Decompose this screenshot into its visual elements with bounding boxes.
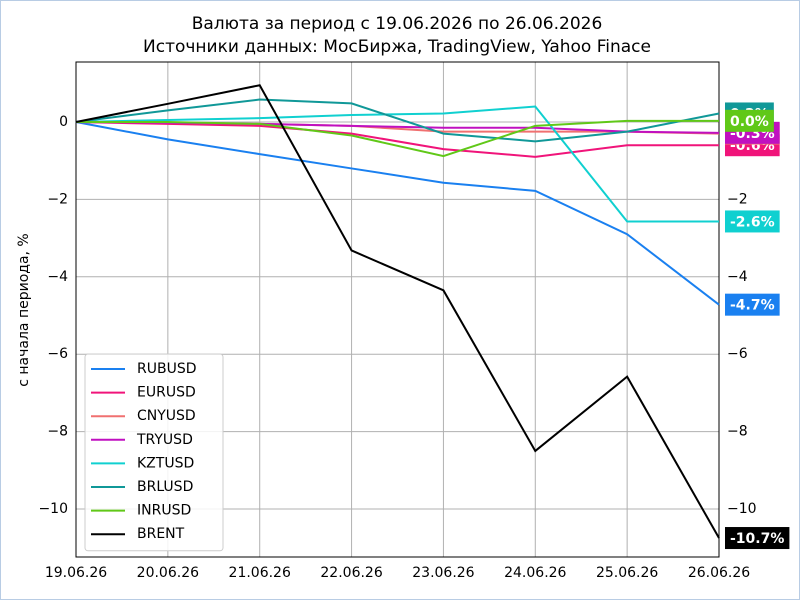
x-tick-label: 23.06.26 [412, 565, 474, 581]
x-tick-label: 20.06.26 [137, 565, 199, 581]
y-axis-label: с начала периода, % [16, 233, 32, 387]
value-label-box [725, 293, 780, 316]
y-tick-label: −8 [47, 424, 68, 440]
line [76, 119, 719, 158]
y2-tick-label: −6 [727, 346, 748, 362]
y-tick-label: −2 [47, 191, 68, 207]
legend-label: INRUSD [137, 503, 191, 519]
value-label-text: -4.7% [730, 298, 775, 314]
x-tick-label: 22.06.26 [320, 565, 382, 581]
y2-tick-label: −2 [727, 191, 748, 207]
value-label-text: -10.7% [730, 531, 784, 547]
y2-tick-label: −10 [727, 501, 757, 517]
y-tick-label: 0 [59, 114, 68, 130]
legend-label: BRENT [137, 526, 185, 542]
value-label-box [725, 210, 780, 233]
chart-subtitle: Источники данных: МосБиржа, TradingView,… [143, 37, 651, 57]
y-tick-label: −4 [47, 269, 68, 285]
value-label-box [725, 527, 790, 550]
legend-label: BRLUSD [137, 479, 193, 495]
y-tick-label: −6 [47, 346, 68, 362]
legend-label: EURUSD [137, 385, 196, 401]
y-tick-label: −10 [38, 501, 68, 517]
y2-tick-label: −8 [727, 424, 748, 440]
line [75, 98, 720, 143]
legend-label: KZTUSD [137, 455, 194, 471]
value-label-text: -2.6% [730, 214, 775, 230]
value-label-box [725, 109, 774, 132]
x-tick-label: 26.06.26 [688, 565, 750, 581]
value-label-text: 0.0% [730, 114, 769, 130]
line [75, 120, 719, 158]
x-tick-label: 24.06.26 [504, 565, 566, 581]
plot-frame [75, 61, 720, 558]
line [75, 121, 720, 306]
y2-tick-label: −4 [727, 269, 748, 285]
legend: RUBUSD EURUSD CNYUSD TRYUSD KZTUSD BRLUSD INRU… [84, 353, 224, 552]
legend-box [84, 353, 224, 552]
value-label: -4.7% [725, 293, 780, 316]
line [75, 105, 719, 223]
x-tick-label: 19.06.26 [45, 565, 107, 581]
x-tick-label: 21.06.26 [229, 565, 291, 581]
value-label: 0.0% [725, 109, 774, 132]
line [75, 84, 720, 539]
chart-title: Валюта за период с 19.06.2026 по 26.06.2… [192, 14, 603, 34]
value-label: -10.7% [725, 527, 790, 550]
legend-label: TRYUSD [136, 432, 193, 448]
value-label: -2.6% [725, 210, 780, 233]
x-tick-label: 25.06.26 [596, 565, 658, 581]
legend-label: RUBUSD [137, 361, 197, 377]
legend-label: CNYUSD [137, 408, 196, 424]
